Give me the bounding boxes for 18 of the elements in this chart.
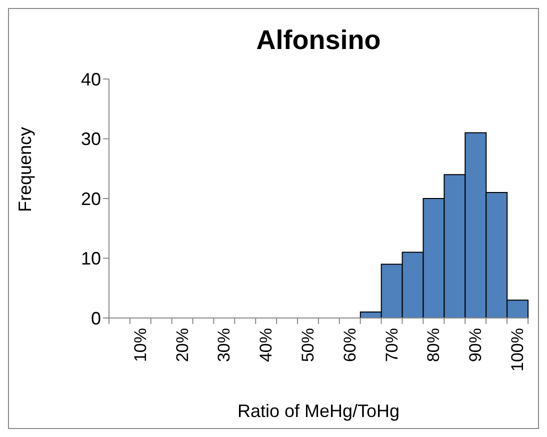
y-tick-label: 10 — [80, 248, 101, 269]
x-tick-label: 90% — [466, 328, 486, 362]
y-axis-title: Frequency — [16, 126, 36, 212]
x-tick-label: 70% — [382, 328, 402, 362]
x-tick-label: 40% — [256, 328, 276, 362]
y-tick-label: 30 — [80, 129, 101, 150]
y-tick-label: 0 — [90, 308, 101, 328]
x-tick-label: 30% — [214, 328, 234, 362]
x-tick-label: 20% — [172, 328, 192, 362]
chart-title: Alfonsino — [255, 25, 382, 56]
x-tick-label: 50% — [298, 328, 318, 362]
x-tick-label: 60% — [340, 328, 360, 362]
x-tick-label: 80% — [424, 328, 444, 362]
y-tick-label: 40 — [80, 69, 101, 90]
x-tick-label: 100% — [508, 328, 528, 372]
x-tick-label: 10% — [130, 328, 150, 362]
x-axis-title: Ratio of MeHg/ToHg — [236, 401, 401, 422]
y-tick-label: 20 — [80, 188, 101, 209]
